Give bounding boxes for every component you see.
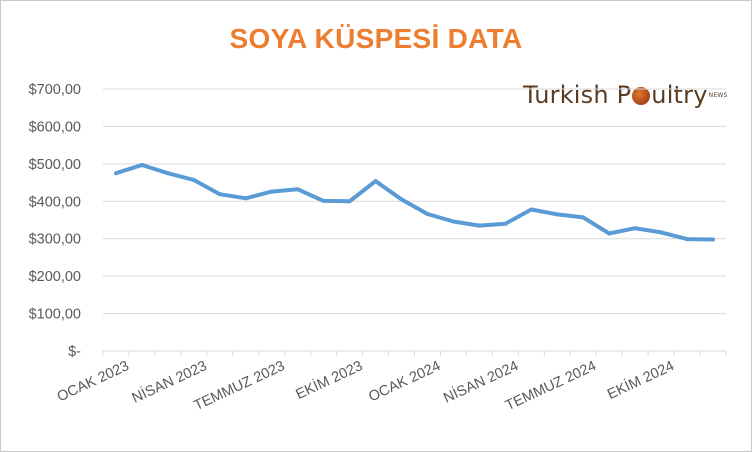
- y-tick-label: $200,00: [29, 269, 81, 285]
- data-point: [633, 226, 638, 231]
- data-point: [217, 192, 222, 197]
- egg-ball-icon: [632, 87, 651, 105]
- turkish-poultry-logo: Turkish P ultryNEWS: [523, 81, 727, 111]
- data-point: [659, 230, 664, 235]
- data-point: [243, 196, 248, 201]
- y-tick-label: $500,00: [29, 157, 81, 173]
- y-tick-label: $300,00: [29, 232, 81, 248]
- data-point: [139, 162, 144, 167]
- data-point: [503, 221, 508, 226]
- data-point: [607, 231, 612, 236]
- chart-title: SOYA KÜSPESİ DATA: [229, 23, 523, 54]
- data-point: [425, 212, 430, 217]
- y-tick-label: $700,00: [29, 82, 81, 98]
- series-line: [114, 163, 715, 242]
- logo-subtext: NEWS: [708, 92, 728, 99]
- data-point: [711, 237, 716, 242]
- data-point: [321, 198, 326, 203]
- x-tick-label: EKİM 2023: [293, 356, 366, 403]
- data-point: [477, 223, 482, 228]
- x-tick-label: OCAK 2024: [366, 358, 443, 405]
- data-point: [555, 212, 560, 217]
- data-point: [373, 179, 378, 184]
- data-point: [191, 177, 196, 182]
- data-point: [347, 199, 352, 204]
- data-point: [269, 189, 274, 194]
- y-tick-label: $100,00: [29, 307, 81, 323]
- x-tick-label: OCAK 2023: [55, 358, 132, 405]
- data-point: [295, 187, 300, 192]
- data-point: [165, 171, 170, 176]
- data-point: [451, 219, 456, 224]
- y-tick-label: $400,00: [29, 194, 81, 210]
- data-point: [113, 171, 118, 176]
- logo-text-start: Turkish P: [523, 81, 632, 109]
- data-point: [581, 215, 586, 220]
- y-tick-label: $600,00: [29, 119, 81, 135]
- data-point: [529, 207, 534, 212]
- data-point: [685, 237, 690, 242]
- logo-text-end: ultry: [651, 81, 708, 109]
- x-tick-label: EKİM 2024: [604, 356, 677, 403]
- data-point: [399, 197, 404, 202]
- y-tick-label: $-: [68, 344, 81, 360]
